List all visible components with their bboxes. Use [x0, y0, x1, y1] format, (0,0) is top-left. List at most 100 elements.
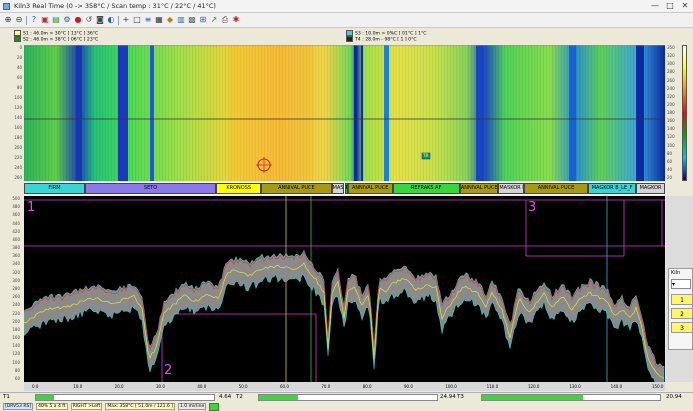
thermo-right-tick: 180	[667, 110, 675, 115]
export-icon[interactable]: ↗	[210, 15, 218, 24]
zone-segment[interactable]: FIRM	[24, 183, 85, 194]
zone-segment[interactable]: MAGKOR B_LE_F	[588, 183, 637, 194]
settings-icon[interactable]: ⚙	[63, 15, 71, 24]
legend-swatch	[346, 36, 353, 42]
profile-y-tick: 80	[14, 367, 20, 373]
thermo-right-tick: 240	[667, 85, 675, 91]
profile-y-tick: 260	[12, 294, 20, 300]
report-icon[interactable]: ▥	[177, 15, 185, 24]
legend-item: T4 : 28.0m - 98°C [ 1 ] 0°C	[346, 36, 676, 43]
profile-x-tick: 50.0	[238, 384, 248, 389]
thermo-right-tick: 140	[667, 126, 675, 132]
thermo-right-tick: 100	[667, 142, 675, 148]
zoom-out-icon[interactable]: ⊖	[15, 15, 23, 24]
legend-text: S1 : 46.0m > 30°C [ 13°C ] 36°C	[23, 31, 99, 37]
profile-x-tick: 120.0	[528, 384, 540, 389]
legend-swatch	[14, 30, 21, 36]
palette-icon[interactable]: ▤	[52, 15, 60, 24]
box-icon[interactable]: □	[133, 15, 141, 24]
profile-y-tick: 200	[12, 318, 20, 324]
profile-x-tick: 100.0	[445, 384, 457, 389]
side-panel-entry-2[interactable]: 2	[671, 308, 693, 319]
side-panel-entry-3[interactable]: 3	[671, 322, 693, 333]
thermo-left-tick: 200	[14, 145, 22, 150]
side-panel-dropdown[interactable]: ▾	[671, 279, 691, 289]
marker-2[interactable]: 2	[164, 363, 173, 378]
profile-x-tick: 80.0	[362, 384, 372, 389]
profile-y-tick: 380	[12, 245, 20, 251]
zone-segment[interactable]: KRONOSS	[216, 183, 262, 194]
zone-segment[interactable]: ANNIVAL PUCE	[261, 183, 332, 194]
status-chip: Max: 358°C [ 51.0m / 121.6 ]	[105, 403, 176, 410]
t1-progress	[35, 394, 215, 401]
t1-value: 4.64	[219, 394, 232, 400]
profile-y-tick: 400	[12, 236, 20, 242]
help-icon[interactable]: ?	[31, 15, 37, 24]
profile-x-tick: 30.0	[156, 384, 165, 389]
thermo-right-tick: 160	[667, 118, 675, 124]
status-bar: T1 4.64 T2 24.94 T3 20.94 [DRV53 RS] 40%…	[0, 392, 693, 411]
save-icon[interactable]: ▦	[155, 15, 163, 24]
zone-segment[interactable]: MASKOR B	[498, 183, 524, 194]
window-title: Kiln3 Real Time (0 -> 358°C / Scan temp …	[14, 2, 216, 10]
profile-y-tick: 480	[12, 204, 20, 210]
legend-left: S1 : 46.0m > 30°C [ 13°C ] 36°C S2 : 46.…	[14, 30, 344, 43]
zone-segment[interactable]: ANNIVAL PUCE	[523, 183, 589, 194]
t3-progress-fill	[482, 395, 584, 400]
color-icon[interactable]: ◆	[166, 15, 174, 24]
print-icon[interactable]: ⎙	[221, 15, 229, 24]
profile-x-tick: 70.0	[321, 384, 331, 389]
undo-icon[interactable]: ↺	[85, 15, 93, 24]
marker-3[interactable]: 3	[528, 200, 537, 215]
maximize-button[interactable]: □	[666, 1, 674, 10]
profile-x-tick: 90.0	[404, 384, 413, 389]
camera-icon[interactable]: ◙	[96, 15, 104, 24]
thermo-right-tick: 260	[667, 77, 675, 83]
zone-segment[interactable]: SETO	[84, 183, 217, 194]
marker-1[interactable]: 1	[27, 200, 36, 215]
thermo-left-tick: 100	[14, 95, 22, 100]
side-panel-entry-1[interactable]: 1	[671, 294, 693, 305]
profile-y-axis: 500 480 460 440 420 400 380 360 340 320 300 280 260 2…	[8, 196, 23, 382]
profile-x-tick: 10.0	[73, 384, 83, 389]
zone-segment[interactable]: ANNIVAL PUCE	[459, 183, 499, 194]
legend-right: S3 : 10.0m > 0%C [ 01°C ] 1°C T4 : 28.0m…	[346, 30, 676, 43]
stop-icon[interactable]: ✱	[232, 15, 240, 24]
t1-progress-fill	[36, 395, 54, 400]
profile-x-tick: 140.0	[610, 384, 623, 389]
profile-y-tick: 420	[12, 228, 20, 234]
temperature-profile-chart[interactable]: 1 2 3	[23, 196, 665, 391]
thermo-cursor-label: TR	[423, 153, 429, 158]
profile-y-tick: 220	[12, 310, 20, 316]
zoom-in-icon[interactable]: ⊕	[4, 15, 12, 24]
thermo-left-axis: 0 20 40 60 80 100 120 140 160 180 200 220 240 260	[10, 45, 23, 181]
side-panel-title: Kiln	[671, 270, 681, 276]
profile-x-tick: 60.0	[280, 384, 289, 389]
status-chip: 40% 5 a 4 ft	[36, 403, 68, 410]
side-panel-box: Kiln ▾ 1 2 3	[668, 268, 693, 350]
minimize-button[interactable]: —	[651, 1, 659, 10]
close-button[interactable]: ✕	[681, 1, 689, 10]
thermo-right-tick: 300	[667, 61, 675, 67]
t3-label: T3	[457, 394, 464, 400]
view-icon[interactable]: ◐	[107, 15, 115, 24]
zone-segment[interactable]: MAGKOR	[636, 183, 665, 194]
profile-y-tick: 440	[12, 220, 20, 226]
image-icon[interactable]: ▣	[41, 15, 49, 24]
zone-segment[interactable]: PCF	[344, 183, 348, 194]
grid-icon[interactable]: ▩	[188, 15, 196, 24]
legend-text: S3 : 10.0m > 0%C [ 01°C ] 1°C	[355, 31, 427, 37]
thermal-scan-image[interactable]: TR	[24, 45, 665, 181]
profile-y-tick: 460	[12, 212, 20, 218]
chart-icon[interactable]: ≡	[144, 15, 152, 24]
zone-segment[interactable]: ANNIVAL PUCE	[347, 183, 393, 194]
app-icon	[3, 3, 10, 10]
legend-text: T4 : 28.0m - 98°C [ 1 ] 0°C	[355, 37, 417, 43]
zone-segment[interactable]: REFRAKS AF	[392, 183, 460, 194]
t3-value: 20.94	[666, 394, 682, 400]
cursor-icon[interactable]: +	[122, 15, 130, 24]
record-icon[interactable]: ●	[74, 15, 82, 24]
zone-segment[interactable]: MASKOR B	[331, 183, 345, 194]
filter-icon[interactable]: ⊞	[199, 15, 207, 24]
